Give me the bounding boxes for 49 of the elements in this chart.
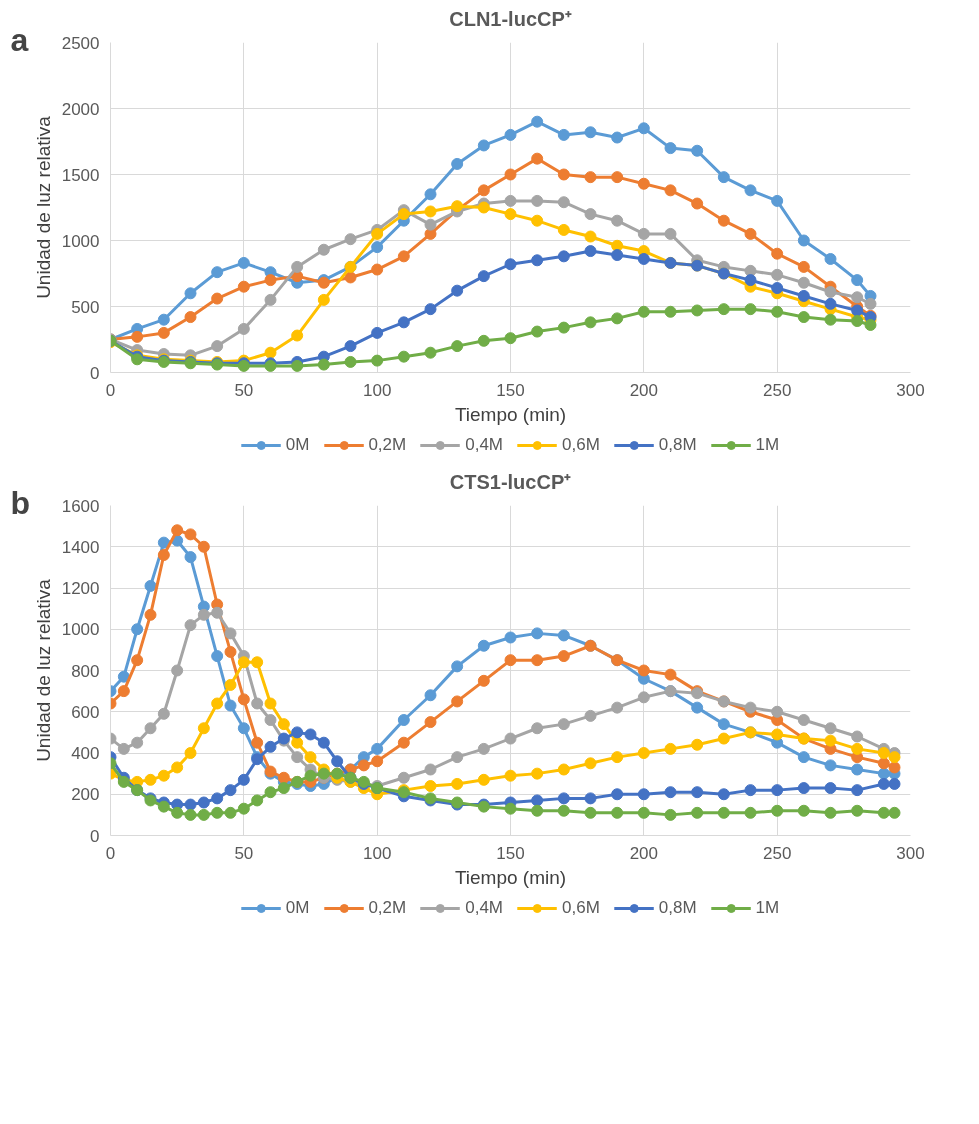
y-tick-label: 600 — [71, 702, 100, 722]
y-tick-label: 2000 — [61, 99, 100, 119]
x-tick-label: 100 — [362, 380, 392, 400]
x-tick-label: 150 — [496, 843, 525, 863]
x-tick-label: 200 — [629, 380, 659, 400]
x-tick-label: 250 — [762, 380, 792, 400]
legend-label: 1M — [755, 435, 780, 455]
y-tick-label: 1500 — [61, 165, 100, 185]
y-tick-label: 1000 — [61, 620, 100, 640]
text: b — [10, 484, 31, 521]
x-tick-label: 200 — [629, 843, 659, 863]
x-tick-label: 50 — [234, 843, 254, 863]
y-tick-label: 200 — [71, 785, 100, 805]
y-tick-label: 800 — [71, 661, 100, 681]
x-tick-label: 150 — [496, 380, 525, 400]
y-tick-label: 0 — [90, 826, 100, 846]
x-axis-title: Tiempo (min) — [454, 866, 567, 888]
x-tick-label: 250 — [762, 843, 792, 863]
legend-label: 0M — [285, 435, 310, 455]
y-tick-label: 0 — [90, 363, 100, 383]
y-tick-label: 1400 — [61, 537, 100, 557]
legend-label: 0,4M — [465, 898, 503, 918]
y-tick-label: 1600 — [61, 496, 100, 516]
legend-label: 0,2M — [368, 898, 407, 918]
legend-label: 0,6M — [562, 898, 600, 918]
x-tick-label: 100 — [362, 843, 392, 863]
y-tick-label: 2500 — [61, 33, 100, 53]
x-tick-label: 0 — [105, 843, 116, 863]
legend-label: 0,6M — [562, 435, 600, 455]
legend-label: 0,4M — [465, 435, 503, 455]
legend-label: 0,8M — [658, 435, 697, 455]
legend-label: 0,2M — [368, 435, 407, 455]
y-tick-label: 500 — [71, 297, 100, 317]
y-axis-title: Unidad de luz relativa — [32, 578, 54, 762]
chart-title: CTS1-lucCP⁺ — [449, 470, 572, 493]
chart-title: CLN1-lucCP⁺ — [449, 7, 572, 30]
y-tick-label: 1200 — [61, 579, 100, 598]
legend-label: 0,8M — [658, 898, 697, 918]
x-tick-label: 0 — [105, 380, 116, 400]
legend-label: 0M — [285, 898, 310, 918]
x-tick-label: 50 — [234, 380, 254, 400]
y-axis-title: Unidad de luz relativa — [32, 115, 54, 299]
x-axis-title: Tiempo (min) — [454, 403, 567, 425]
x-tick-label: 300 — [896, 843, 925, 863]
y-tick-label: 1000 — [61, 231, 100, 251]
legend-label: 1M — [755, 898, 780, 918]
y-tick-label: 400 — [71, 744, 100, 763]
x-tick-label: 300 — [896, 380, 925, 400]
text: a — [10, 21, 29, 58]
